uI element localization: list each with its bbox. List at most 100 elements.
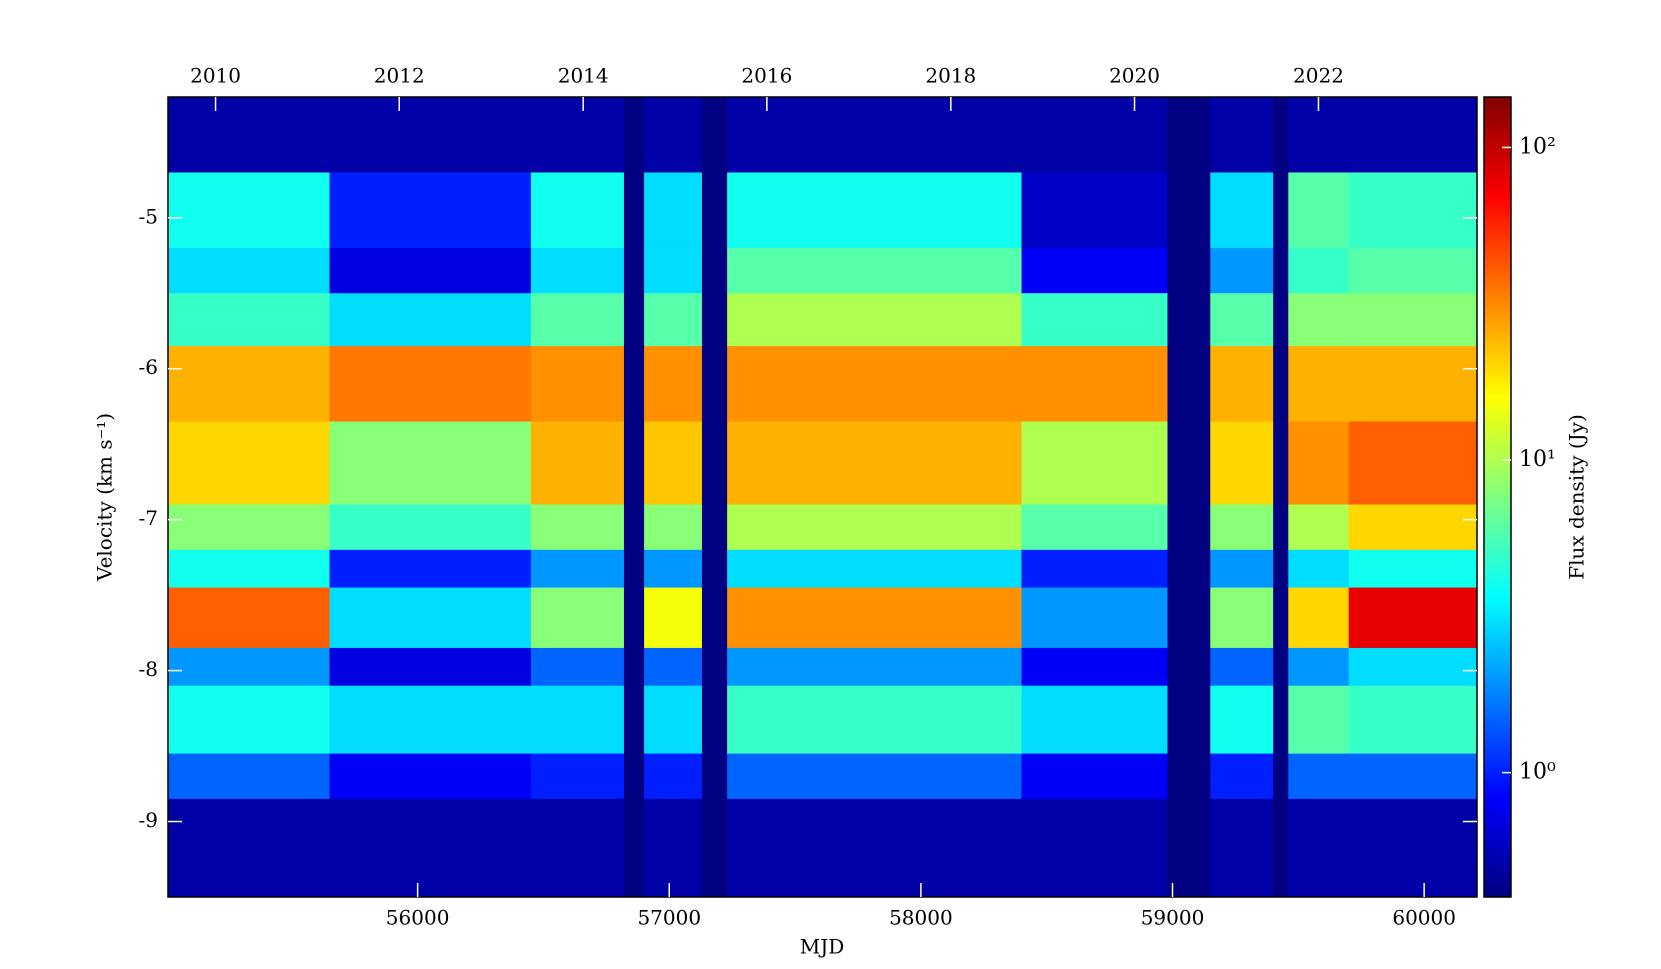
heatmap-cell (168, 293, 331, 347)
heatmap-cell (1273, 753, 1289, 800)
heatmap-cell (1210, 753, 1274, 800)
heatmap-cell (1167, 549, 1211, 589)
heatmap-cell (727, 685, 1023, 755)
heatmap-cell (530, 798, 625, 898)
heatmap-cell (644, 647, 703, 687)
heatmap-cell (623, 346, 645, 423)
heatmap-cell (329, 172, 532, 249)
heatmap-cell (623, 421, 645, 506)
heatmap-cell (1273, 421, 1289, 506)
heatmap-cell (1210, 549, 1274, 589)
x-axis-label: MJD (800, 935, 845, 959)
heatmap-cell (1348, 421, 1478, 506)
heatmap-cell (727, 587, 1023, 649)
heatmap-cell (1273, 647, 1289, 687)
heatmap-cell (1273, 549, 1289, 589)
heatmap-cell (1288, 798, 1350, 898)
heatmap-cell (701, 172, 728, 249)
heatmap-cell (1348, 504, 1478, 551)
heatmap-cell (168, 421, 331, 506)
heatmap-cell (701, 421, 728, 506)
x2-tick-label: 2022 (1293, 64, 1344, 88)
heatmap-cell (1210, 97, 1274, 173)
heatmap-cell (1348, 685, 1478, 755)
heatmap-cell (168, 685, 331, 755)
heatmap-cell (701, 753, 728, 800)
heatmap-cell (727, 346, 1023, 423)
heatmap-cell (1210, 798, 1274, 898)
heatmap-cell (329, 504, 532, 551)
heatmap-cell (1021, 247, 1168, 294)
heatmap-cell (644, 346, 703, 423)
heatmap-cell (1210, 293, 1274, 347)
heatmap-cell (701, 293, 728, 347)
heatmap-cell (623, 504, 645, 551)
heatmap-cell (701, 97, 728, 173)
y-tick-label: -7 (139, 506, 158, 530)
heatmap-cell (530, 293, 625, 347)
heatmap-cell (1348, 647, 1478, 687)
heatmap-cell (644, 172, 703, 249)
heatmap-cell (1021, 587, 1168, 649)
heatmap-cell (1273, 247, 1289, 294)
heatmap-cell (1210, 172, 1274, 249)
heatmap-cell (329, 647, 532, 687)
heatmap-cell (1288, 172, 1350, 249)
colorbar-tick-label: 10⁰ (1519, 760, 1556, 785)
heatmap-cell (530, 247, 625, 294)
heatmap-cell (1021, 346, 1168, 423)
heatmap-cell (168, 172, 331, 249)
x-tick-label: 56000 (386, 906, 450, 930)
heatmap-cell (329, 753, 532, 800)
heatmap-cell (623, 247, 645, 294)
heatmap-cell (727, 293, 1023, 347)
heatmap-cell (727, 247, 1023, 294)
heatmap-cell (727, 647, 1023, 687)
heatmap-cell (1288, 587, 1350, 649)
heatmap-cell (1348, 798, 1478, 898)
heatmap-cell (1273, 587, 1289, 649)
heatmap-cell (1348, 293, 1478, 347)
heatmap-cell (329, 293, 532, 347)
heatmap-cell (644, 685, 703, 755)
heatmap-cell (1288, 293, 1350, 347)
heatmap (168, 97, 1478, 898)
heatmap-cell (701, 247, 728, 294)
heatmap-cell (644, 549, 703, 589)
x-tick-label: 59000 (1141, 906, 1205, 930)
heatmap-cell (329, 97, 532, 173)
y-axis-label: Velocity (km s⁻¹) (93, 413, 117, 582)
colorbar (1483, 96, 1512, 898)
heatmap-cell (1167, 685, 1211, 755)
heatmap-cell (168, 587, 331, 649)
heatmap-cell (1021, 172, 1168, 249)
heatmap-cell (1210, 587, 1274, 649)
heatmap-cell (623, 798, 645, 898)
heatmap-cell (644, 293, 703, 347)
x-tick-label: 60000 (1392, 906, 1456, 930)
y-tick-label: -8 (139, 657, 158, 681)
heatmap-cell (623, 549, 645, 589)
heatmap-cell (329, 247, 532, 294)
colorbar-label: Flux density (Jy) (1565, 414, 1589, 580)
heatmap-cell (1348, 97, 1478, 173)
heatmap-cell (168, 97, 331, 173)
heatmap-cell (168, 753, 331, 800)
heatmap-cell (1021, 97, 1168, 173)
heatmap-cell (701, 587, 728, 649)
heatmap-cell (1288, 346, 1350, 423)
heatmap-cell (530, 97, 625, 173)
x2-tick-label: 2012 (374, 64, 425, 88)
heatmap-cell (1288, 247, 1350, 294)
x2-tick-label: 2010 (190, 64, 241, 88)
heatmap-cell (1288, 549, 1350, 589)
y-tick-label: -6 (139, 355, 158, 379)
heatmap-cell (1210, 247, 1274, 294)
x2-tick-label: 2020 (1109, 64, 1160, 88)
heatmap-cell (1273, 172, 1289, 249)
heatmap-cell (1021, 647, 1168, 687)
heatmap-cell (1210, 504, 1274, 551)
heatmap-cell (168, 549, 331, 589)
heatmap-cell (329, 346, 532, 423)
